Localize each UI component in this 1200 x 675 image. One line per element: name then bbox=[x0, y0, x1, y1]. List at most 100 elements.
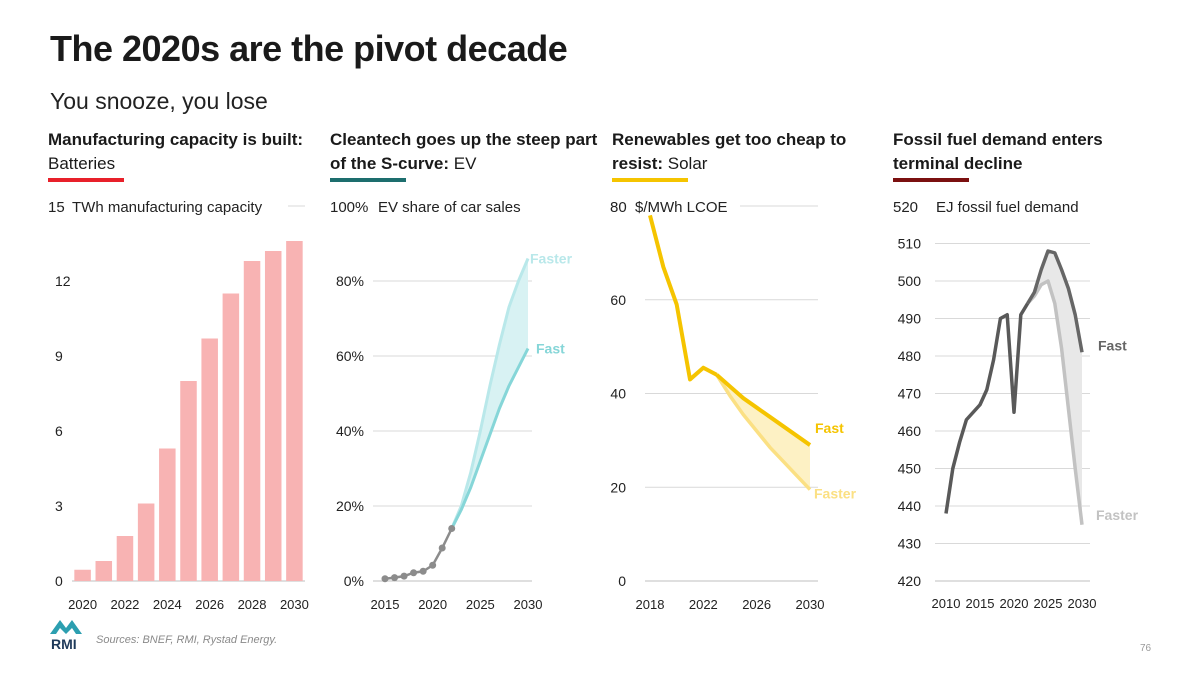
rmi-logo-icon bbox=[50, 620, 82, 634]
x-tick-label: 2024 bbox=[153, 597, 182, 612]
y-tick-label: 60 bbox=[610, 292, 626, 308]
y-tick-label: 440 bbox=[898, 498, 922, 514]
panel-heading-bold: Renewables get too cheap to resist: bbox=[612, 130, 847, 173]
series-line-historical bbox=[648, 214, 718, 382]
series-line-fast bbox=[715, 373, 812, 447]
series-line-faster bbox=[450, 257, 530, 530]
y-tick-label: 12 bbox=[55, 273, 71, 289]
bar bbox=[74, 569, 91, 581]
panel-heading-fossil: Fossil fuel demand enters terminal decli… bbox=[893, 128, 1153, 176]
x-tick-label: 2030 bbox=[796, 597, 825, 612]
data-point bbox=[429, 561, 437, 569]
data-point bbox=[391, 574, 399, 582]
panel-underline bbox=[48, 178, 124, 182]
x-tick-label: 2030 bbox=[280, 597, 309, 612]
panel-heading-topic: Batteries bbox=[48, 154, 116, 173]
y-top-tick-label: 520 bbox=[893, 199, 918, 216]
bar bbox=[286, 241, 303, 581]
data-point bbox=[448, 525, 456, 532]
scenario-band bbox=[716, 374, 810, 490]
y-tick-label: 450 bbox=[898, 461, 922, 477]
series-label-faster: Faster bbox=[814, 486, 857, 502]
series-line-fast bbox=[1026, 249, 1084, 353]
panel-underline bbox=[612, 178, 688, 182]
x-tick-label: 2015 bbox=[371, 597, 400, 612]
y-tick-label: 3 bbox=[55, 498, 63, 514]
y-axis-label: TWh manufacturing capacity bbox=[72, 199, 263, 216]
y-tick-label: 0 bbox=[55, 573, 63, 589]
sources-note: Sources: BNEF, RMI, Rystad Energy. bbox=[96, 634, 278, 646]
panel-heading-batteries: Manufacturing capacity is built: Batteri… bbox=[48, 128, 328, 176]
series-label-fast: Fast bbox=[1098, 337, 1127, 353]
x-tick-label: 2028 bbox=[238, 597, 267, 612]
y-top-tick-label: 100% bbox=[330, 199, 368, 216]
bar bbox=[243, 261, 261, 581]
panel-heading-topic: EV bbox=[449, 154, 477, 173]
panel-underline bbox=[893, 178, 969, 182]
scenario-band bbox=[451, 258, 528, 529]
x-tick-label: 2030 bbox=[514, 597, 543, 612]
y-top-tick-label: 80 bbox=[610, 199, 627, 216]
y-tick-label: 40% bbox=[336, 423, 364, 439]
panel-underline bbox=[330, 178, 406, 182]
series-label-fast: Fast bbox=[815, 420, 844, 436]
series-line-historical bbox=[944, 302, 1030, 514]
rmi-logo-text: RMI bbox=[51, 636, 77, 652]
x-tick-label: 2022 bbox=[689, 597, 718, 612]
y-axis-label: $/MWh LCOE bbox=[635, 199, 728, 216]
y-tick-label: 480 bbox=[898, 348, 922, 364]
y-tick-label: 80% bbox=[336, 273, 364, 289]
x-tick-label: 2030 bbox=[1068, 596, 1097, 611]
y-axis-label: EV share of car sales bbox=[378, 199, 521, 216]
scenario-band bbox=[1027, 251, 1082, 525]
panel-heading-bold: Fossil fuel demand enters terminal decli… bbox=[893, 130, 1103, 173]
data-point bbox=[410, 569, 418, 577]
y-tick-label: 510 bbox=[898, 236, 922, 252]
bar bbox=[222, 293, 240, 581]
bar bbox=[264, 251, 282, 581]
series-line-fast bbox=[450, 347, 530, 530]
y-tick-label: 500 bbox=[898, 273, 922, 289]
y-tick-label: 460 bbox=[898, 423, 922, 439]
bar bbox=[95, 561, 113, 581]
y-tick-label: 40 bbox=[610, 386, 626, 402]
panel-heading-solar: Renewables get too cheap to resist: Sola… bbox=[612, 128, 892, 176]
y-tick-label: 60% bbox=[336, 348, 364, 364]
panel-heading-bold: Manufacturing capacity is built: bbox=[48, 130, 304, 149]
y-tick-label: 0% bbox=[344, 573, 364, 589]
y-tick-label: 470 bbox=[898, 386, 922, 402]
x-tick-label: 2020 bbox=[68, 597, 97, 612]
page-number: 76 bbox=[1140, 643, 1152, 654]
data-point bbox=[400, 572, 408, 580]
y-tick-label: 20 bbox=[610, 479, 626, 495]
y-axis-label: EJ fossil fuel demand bbox=[936, 199, 1079, 216]
data-point bbox=[419, 567, 427, 575]
x-tick-label: 2015 bbox=[966, 596, 995, 611]
x-tick-label: 2026 bbox=[742, 597, 771, 612]
data-point bbox=[438, 544, 446, 552]
bar bbox=[159, 448, 176, 581]
y-tick-label: 0 bbox=[618, 573, 626, 589]
x-tick-label: 2020 bbox=[1000, 596, 1029, 611]
x-tick-label: 2022 bbox=[110, 597, 139, 612]
series-line-historical bbox=[384, 527, 453, 580]
series-label-faster: Faster bbox=[530, 251, 573, 267]
series-label-faster: Faster bbox=[1096, 507, 1139, 523]
y-tick-label: 430 bbox=[898, 536, 922, 552]
panel-heading-topic: Solar bbox=[663, 154, 708, 173]
y-tick-label: 490 bbox=[898, 311, 922, 327]
series-line-faster bbox=[1026, 279, 1084, 525]
data-point bbox=[381, 575, 389, 583]
y-top-tick-label: 15 bbox=[48, 199, 65, 216]
x-tick-label: 2025 bbox=[466, 597, 495, 612]
y-tick-label: 420 bbox=[898, 573, 922, 589]
series-label-fast: Fast bbox=[536, 341, 565, 357]
bar bbox=[201, 338, 218, 581]
page-subtitle: You snooze, you lose bbox=[50, 88, 268, 114]
x-tick-label: 2026 bbox=[195, 597, 224, 612]
x-tick-label: 2010 bbox=[932, 596, 961, 611]
x-tick-label: 2025 bbox=[1034, 596, 1063, 611]
bar bbox=[116, 536, 134, 581]
page-title: The 2020s are the pivot decade bbox=[50, 28, 568, 69]
